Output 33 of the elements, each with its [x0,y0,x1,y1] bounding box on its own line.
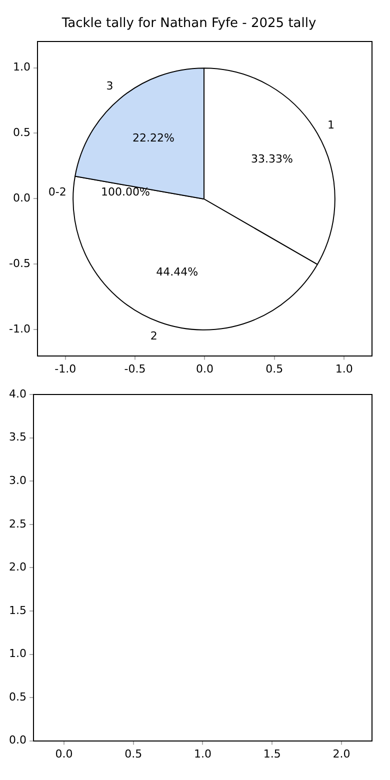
x-tick-label: 0.0 [55,747,73,760]
y-tick-label: -1.0 [8,322,30,336]
annotation: 0-2 [48,184,67,198]
slice-label: 3 [106,79,114,92]
y-tick-label: 0.0 [8,734,26,747]
y-tick-label: 2.5 [8,517,26,530]
y-tick-label: 4.0 [8,387,26,400]
y-tick-label: 1.0 [8,647,26,660]
y-tick-label: 0.0 [12,192,30,205]
y-tick-label: 0.5 [8,690,26,704]
chart-title: Tackle tally for Nathan Fyfe - 2025 tally [60,16,316,32]
slice-label: 1 [328,118,335,132]
x-tick-label: 1.0 [335,362,353,376]
x-tick-label: -0.5 [124,362,146,376]
y-tick-label: -0.5 [8,257,30,270]
x-tick-label: 0.5 [266,362,284,376]
x-tick-label: 0.0 [196,362,214,376]
data-label: 22.22% [132,131,175,144]
x-tick-label: 0.5 [124,747,142,760]
y-tick-label: 3.5 [8,430,26,444]
x-tick-label: 2.0 [332,747,350,760]
y-tick-label: 3.0 [8,474,26,488]
data-label: 33.33% [252,152,294,166]
x-tick-label: 1.5 [263,747,281,760]
y-tick-label: 2.0 [8,560,26,574]
x-tick-label: -1.0 [54,362,76,376]
data-label: 44.44% [156,265,199,278]
slice-label: 2 [150,329,158,342]
y-tick-label: 1.5 [8,604,26,617]
x-tick-label: 1.0 [194,747,212,760]
y-tick-label: 1.0 [12,60,30,74]
y-tick-label: 0.5 [12,126,30,140]
annotation: 100.00% [101,184,150,198]
